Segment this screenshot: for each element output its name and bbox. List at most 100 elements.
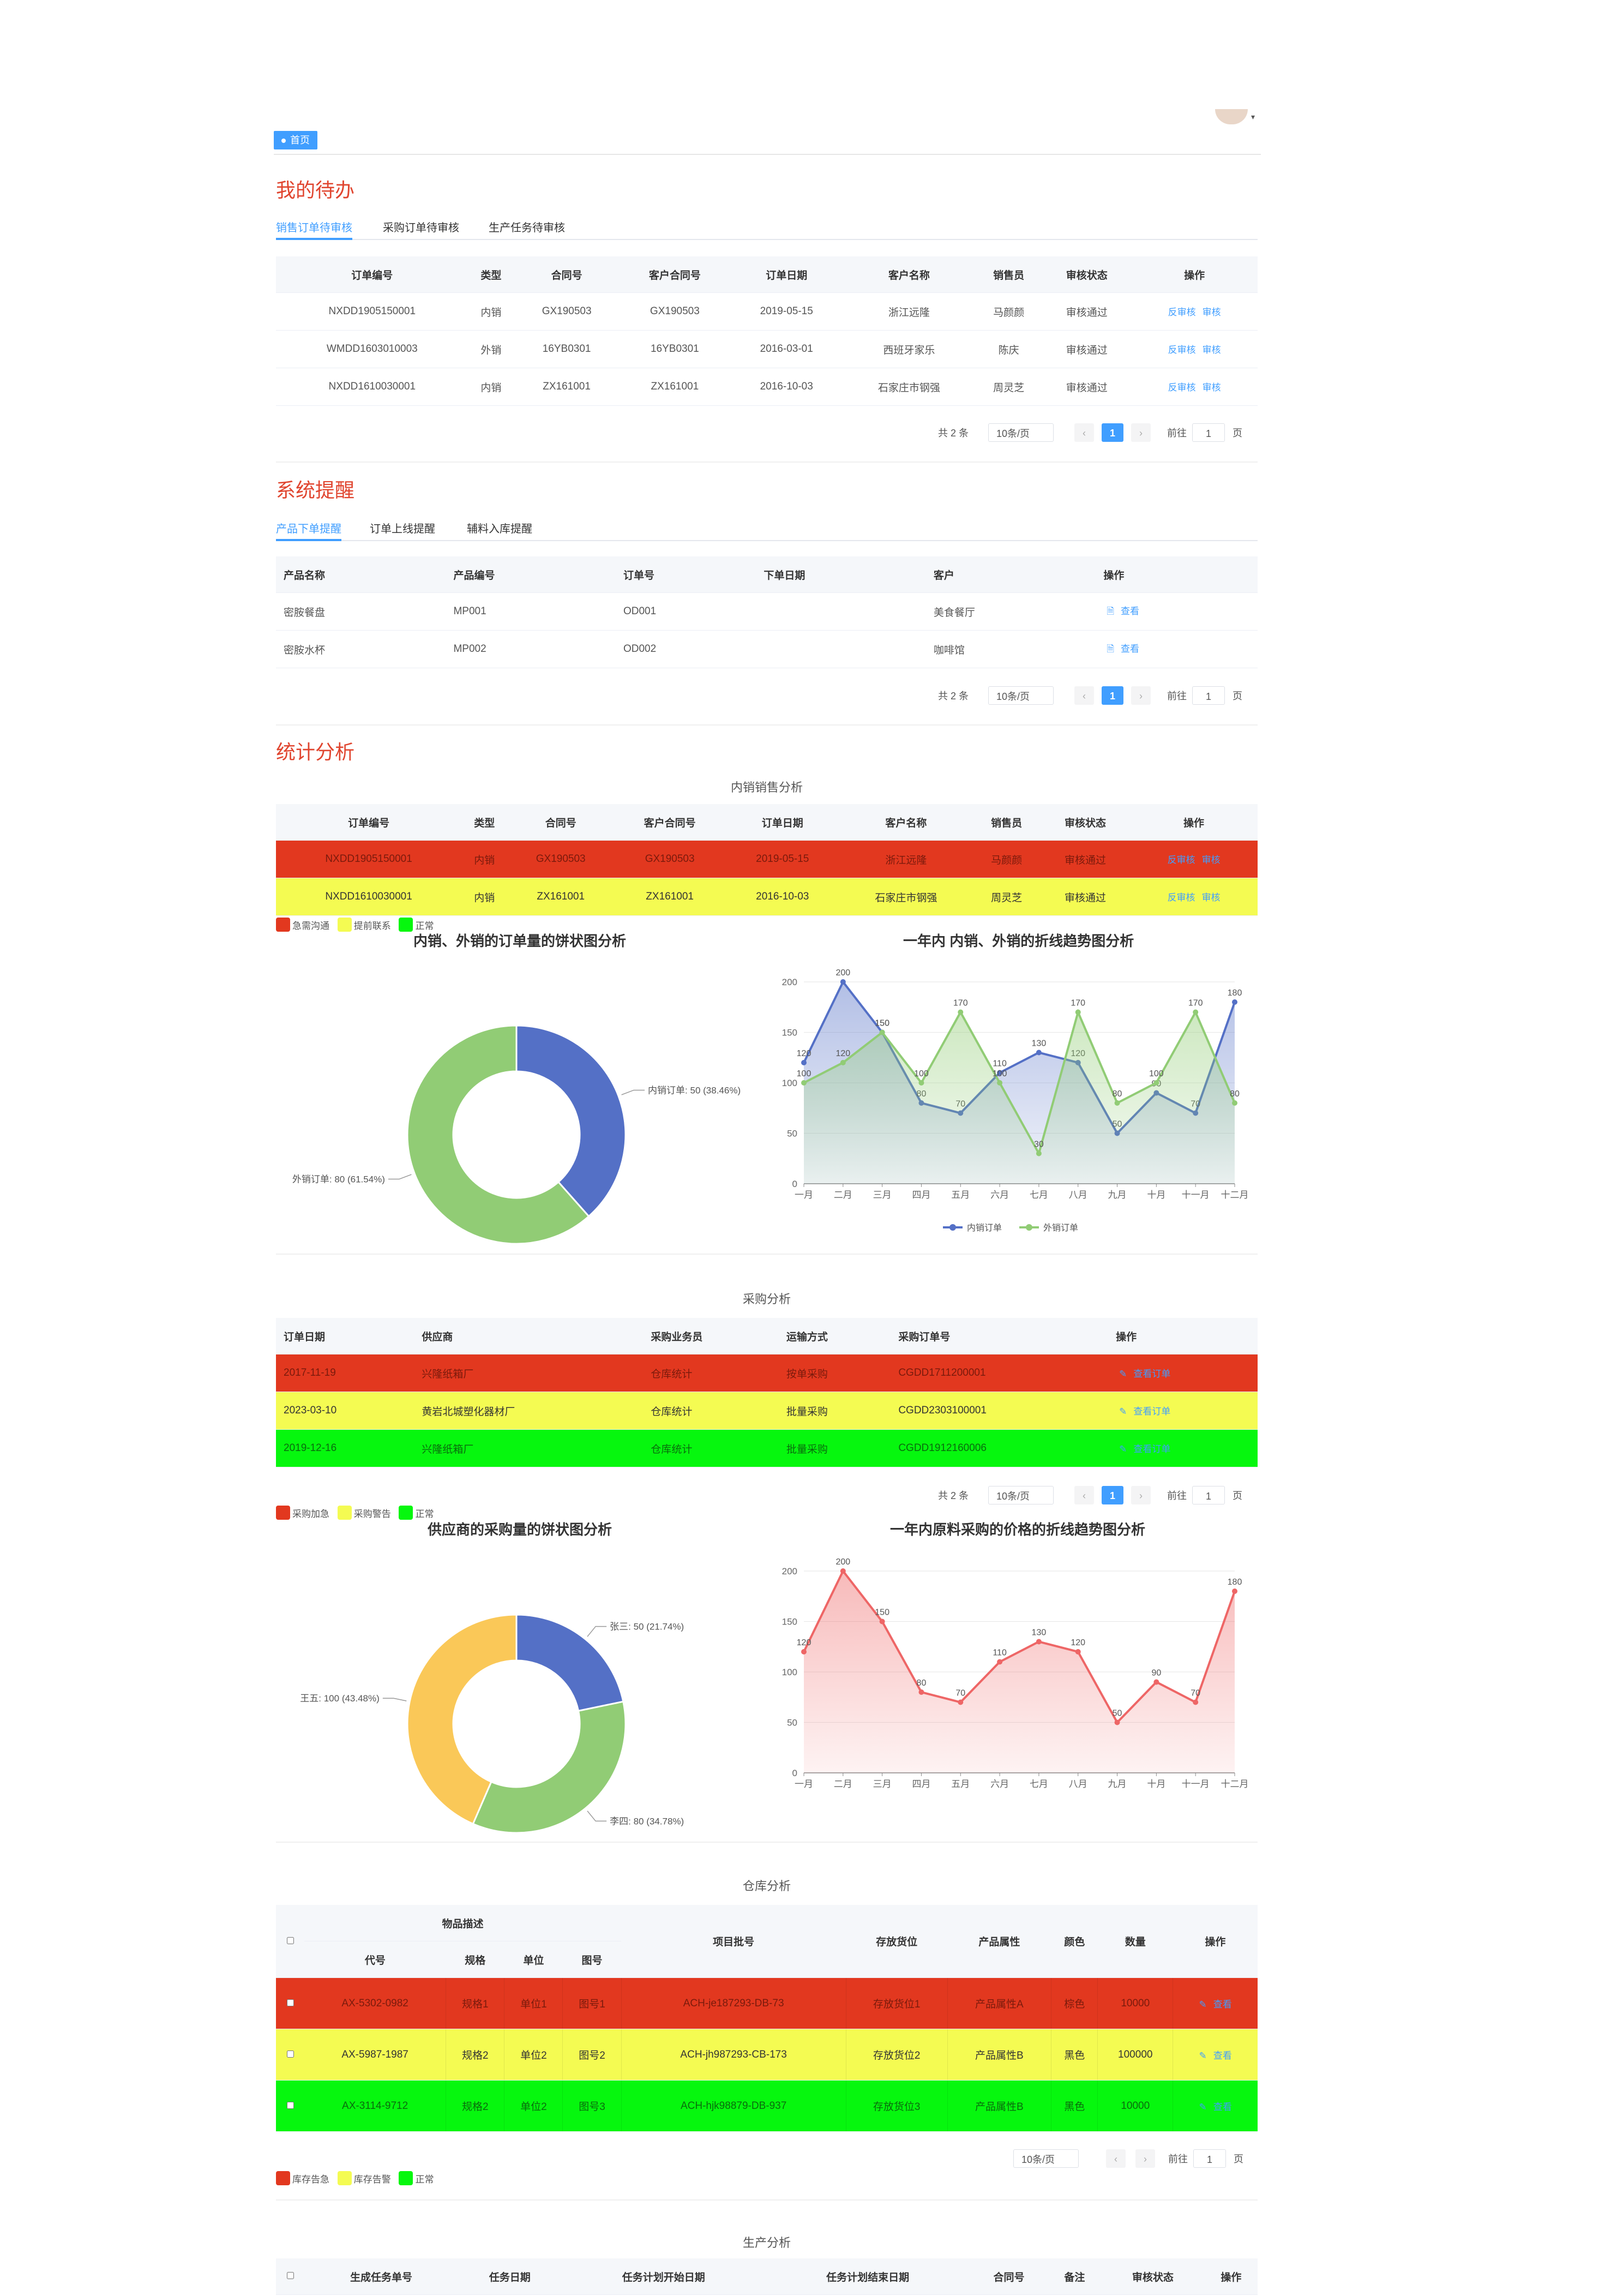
select-all-checkbox[interactable] (276, 1905, 304, 1978)
prev-page-icon[interactable]: ‹ (1074, 1486, 1094, 1504)
data-point[interactable] (958, 1009, 964, 1015)
view-link[interactable]: 查看 (1213, 2050, 1232, 2061)
row-checkbox[interactable] (276, 2080, 304, 2132)
unapprove-link[interactable]: 反审核 (1168, 345, 1196, 355)
edit-icon[interactable]: ✎ (1199, 1999, 1207, 2010)
approve-link[interactable]: 审核 (1201, 892, 1221, 903)
checkbox[interactable] (287, 1999, 294, 2006)
next-page-icon[interactable]: › (1135, 2149, 1155, 2168)
next-page-icon[interactable]: › (1131, 423, 1151, 442)
prev-page-icon[interactable]: ‹ (1074, 423, 1094, 442)
prev-page-icon[interactable]: ‹ (1106, 2149, 1126, 2168)
view-order-link[interactable]: 查看订单 (1133, 1369, 1171, 1379)
tag-home[interactable]: 首页 (274, 131, 317, 149)
user-avatar[interactable] (1215, 109, 1248, 124)
data-point[interactable] (1193, 1009, 1199, 1015)
page-number[interactable]: 1 (1102, 423, 1123, 442)
data-point[interactable] (997, 1659, 1003, 1665)
tab-purchase-review[interactable]: 采购订单待审核 (383, 222, 459, 234)
data-point[interactable] (1036, 1639, 1042, 1645)
data-point[interactable] (958, 1699, 964, 1705)
unapprove-link[interactable]: 反审核 (1167, 892, 1195, 903)
data-point[interactable] (879, 1029, 885, 1035)
goto-input[interactable]: 1 (1193, 2149, 1226, 2168)
page-size-select[interactable]: 10条/页 (988, 1486, 1054, 1504)
edit-icon[interactable]: ✎ (1199, 2050, 1207, 2061)
data-point[interactable] (997, 1070, 1003, 1076)
data-point[interactable] (1153, 1080, 1159, 1086)
view-link[interactable]: 查看 (1120, 643, 1139, 654)
edit-icon[interactable]: ✎ (1119, 1444, 1127, 1454)
goto-input[interactable]: 1 (1192, 686, 1225, 705)
page-number[interactable]: 1 (1102, 686, 1123, 705)
approve-link[interactable]: 审核 (1202, 307, 1221, 317)
unapprove-link[interactable]: 反审核 (1168, 382, 1196, 393)
data-point[interactable] (1114, 1100, 1120, 1106)
unapprove-link[interactable]: 反审核 (1168, 307, 1196, 317)
approve-link[interactable]: 审核 (1202, 345, 1221, 355)
page-size-select[interactable]: 10条/页 (988, 423, 1054, 442)
checkbox[interactable] (287, 2272, 294, 2279)
document-icon[interactable]: 🗎 (1107, 643, 1114, 654)
approve-link[interactable]: 审核 (1201, 855, 1221, 865)
row-checkbox[interactable] (276, 1977, 304, 2029)
data-point[interactable] (1193, 1699, 1199, 1705)
caret-down-icon[interactable]: ▾ (1251, 112, 1255, 121)
tab-sales-review[interactable]: 销售订单待审核 (276, 217, 352, 240)
checkbox[interactable] (287, 1937, 294, 1944)
pie-slice[interactable] (515, 1614, 624, 1712)
select-all-checkbox[interactable] (276, 2258, 304, 2295)
checkbox[interactable] (287, 2101, 294, 2109)
data-point[interactable] (1036, 1050, 1042, 1056)
goto-input[interactable]: 1 (1192, 1486, 1225, 1504)
page-number[interactable]: 1 (1102, 1486, 1123, 1504)
column-header: 产品编号 (446, 556, 616, 593)
data-point[interactable] (997, 1080, 1003, 1086)
view-link[interactable]: 查看 (1213, 1999, 1232, 2010)
data-point[interactable] (801, 1649, 807, 1654)
data-point[interactable] (1232, 999, 1237, 1005)
page-size-select[interactable]: 10条/页 (1013, 2149, 1079, 2168)
data-point[interactable] (1232, 1100, 1237, 1106)
pie-slice[interactable] (406, 1024, 590, 1245)
data-point[interactable] (918, 1080, 924, 1086)
data-point[interactable] (801, 1080, 807, 1086)
document-icon[interactable]: 🗎 (1107, 606, 1114, 616)
data-point[interactable] (1075, 1009, 1081, 1015)
goto-input[interactable]: 1 (1192, 423, 1225, 442)
prev-page-icon[interactable]: ‹ (1074, 686, 1094, 705)
tab-order-online[interactable]: 订单上线提醒 (370, 523, 435, 535)
data-point[interactable] (1036, 1150, 1042, 1156)
tab-material-stock[interactable]: 辅料入库提醒 (467, 523, 532, 535)
tab-product-order[interactable]: 产品下单提醒 (276, 518, 341, 541)
view-order-link[interactable]: 查看订单 (1133, 1444, 1171, 1454)
view-order-link[interactable]: 查看订单 (1133, 1406, 1171, 1417)
data-point[interactable] (1075, 1649, 1081, 1654)
table-row: AX-5302-0982 规格1 单位1 图号1 ACH-je187293-DB-73 存… (276, 1977, 1258, 2029)
data-point[interactable] (1114, 1719, 1120, 1725)
data-point[interactable] (918, 1689, 924, 1695)
edit-icon[interactable]: ✎ (1199, 2101, 1207, 2112)
data-point[interactable] (1232, 1588, 1237, 1594)
checkbox[interactable] (287, 2050, 294, 2058)
edit-icon[interactable]: ✎ (1119, 1369, 1127, 1379)
data-point[interactable] (1153, 1679, 1159, 1685)
data-point[interactable] (840, 1568, 846, 1574)
next-page-icon[interactable]: › (1131, 686, 1151, 705)
tab-production-review[interactable]: 生产任务待审核 (489, 222, 565, 234)
pie-slice[interactable] (515, 1024, 627, 1218)
next-page-icon[interactable]: › (1131, 1486, 1151, 1504)
unapprove-link[interactable]: 反审核 (1167, 855, 1195, 865)
data-point[interactable] (879, 1618, 885, 1624)
row-checkbox[interactable] (276, 2029, 304, 2081)
pie-slice[interactable] (406, 1614, 518, 1825)
edit-icon[interactable]: ✎ (1119, 1406, 1127, 1417)
page-size-select[interactable]: 10条/页 (988, 686, 1054, 705)
view-link[interactable]: 查看 (1120, 606, 1139, 616)
view-link[interactable]: 查看 (1213, 2101, 1232, 2112)
data-point[interactable] (840, 979, 846, 985)
pie-slice[interactable] (472, 1700, 627, 1834)
approve-link[interactable]: 审核 (1202, 382, 1221, 393)
data-point[interactable] (840, 1060, 846, 1065)
data-point[interactable] (801, 1060, 807, 1065)
